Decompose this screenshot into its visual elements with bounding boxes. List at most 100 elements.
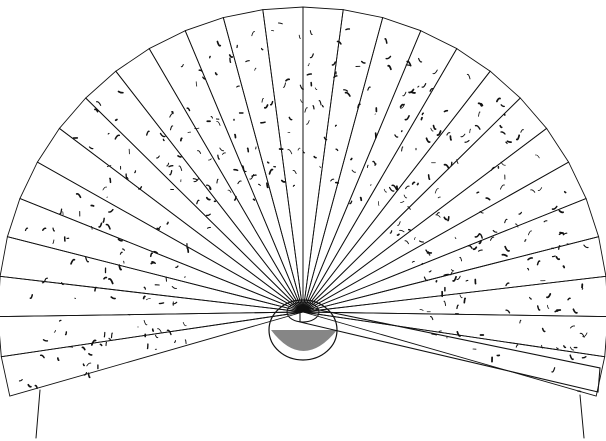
glyph-stroke <box>456 275 461 280</box>
glyph-stroke <box>536 305 541 311</box>
glyph-stroke <box>333 75 338 79</box>
glyph-stroke <box>466 73 471 80</box>
glyph-stroke <box>547 304 550 309</box>
glyph-stroke <box>416 182 419 186</box>
glyph-stroke <box>567 297 571 301</box>
glyph-stroke <box>407 228 412 232</box>
glyph-stroke <box>260 121 266 124</box>
glyph-stroke <box>335 148 339 152</box>
glyph-stroke <box>405 185 410 190</box>
glyph-stroke <box>485 197 491 201</box>
glyph-stroke <box>500 161 506 166</box>
glyph-stroke <box>110 332 113 339</box>
glyph-stroke <box>430 127 434 132</box>
glyph-stroke <box>429 87 434 92</box>
glyph-stroke <box>357 103 361 109</box>
glyph-stroke <box>432 69 438 75</box>
glyph-stroke <box>177 155 182 158</box>
glyph-stroke <box>169 113 174 118</box>
glyph-stroke <box>90 226 93 230</box>
glyph-stroke <box>216 121 221 126</box>
glyph-stroke <box>210 116 214 119</box>
glyph-stroke <box>388 186 395 192</box>
edge-stroke <box>35 389 41 439</box>
glyph-stroke <box>558 209 564 214</box>
glyph-stroke <box>271 30 275 32</box>
glyph-stroke <box>429 315 434 321</box>
glyph-stroke <box>254 67 257 71</box>
glyph-stroke <box>477 249 483 252</box>
glyph-stroke <box>103 276 108 280</box>
glyph-stroke <box>401 146 404 152</box>
glyph-stroke <box>420 116 424 121</box>
glyph-stroke <box>228 54 234 58</box>
glyph-stroke <box>404 115 410 121</box>
glyph-stroke <box>219 147 225 152</box>
glyph-stroke <box>400 200 405 203</box>
glyph-stroke <box>56 357 60 362</box>
glyph-stroke <box>306 73 313 76</box>
glyph-stroke <box>109 177 112 184</box>
glyph-stroke <box>342 89 349 92</box>
glyph-stroke <box>421 83 427 88</box>
glyph-stroke <box>500 131 506 135</box>
glyph-stroke <box>349 200 353 205</box>
glyph-stroke <box>555 256 561 261</box>
glyph-stroke <box>297 147 301 151</box>
glyph-stroke <box>62 211 64 216</box>
glyph-stroke <box>193 178 199 183</box>
glyph-stroke <box>42 339 49 342</box>
glyph-stroke <box>383 188 387 193</box>
glyph-stroke <box>45 277 49 280</box>
glyph-stroke <box>456 159 459 164</box>
glyph-stroke <box>107 132 110 135</box>
glyph-stroke <box>234 133 237 139</box>
glyph-stroke <box>149 252 153 258</box>
glyph-stroke <box>179 137 183 142</box>
glyph-stroke <box>399 229 405 233</box>
glyph-stroke <box>421 112 425 116</box>
glyph-stroke <box>411 181 416 185</box>
glyph-stroke <box>537 187 543 191</box>
glyph-stroke <box>489 236 495 241</box>
glyph-stroke <box>251 31 256 37</box>
glyph-stroke <box>443 300 447 307</box>
glyph-stroke <box>506 140 512 143</box>
glyph-stroke <box>558 245 561 250</box>
glyph-stroke <box>151 328 155 332</box>
glyph-stroke <box>186 247 190 253</box>
glyph-stroke <box>474 233 481 238</box>
glyph-stroke <box>166 162 170 167</box>
glyph-stroke <box>519 319 522 324</box>
glyph-stroke <box>428 251 431 256</box>
glyph-stroke <box>233 168 239 172</box>
glyph-stroke <box>543 220 548 223</box>
handle <box>268 299 338 361</box>
glyph-stroke <box>166 329 172 336</box>
glyph-stroke <box>331 61 336 66</box>
glyph-stroke <box>323 136 328 141</box>
glyph-stroke <box>292 184 296 187</box>
glyph-stroke <box>119 251 123 255</box>
glyph-stroke <box>143 286 147 290</box>
glyph-stroke <box>192 178 198 181</box>
glyph-stroke <box>527 257 534 261</box>
glyph-stroke <box>90 339 97 346</box>
glyph-stroke <box>318 100 322 106</box>
glyph-stroke <box>209 55 211 59</box>
glyph-stroke <box>214 72 218 76</box>
glyph-stroke <box>577 390 582 393</box>
glyph-stroke <box>443 216 448 221</box>
glyph-stroke <box>292 169 297 175</box>
glyph-stroke <box>245 60 250 63</box>
glyph-stroke <box>366 164 369 168</box>
glyph-stroke <box>569 354 574 361</box>
glyph-stroke <box>408 88 415 94</box>
glyph-stroke <box>581 287 584 290</box>
glyph-stroke <box>446 132 451 136</box>
glyph-stroke <box>86 362 92 367</box>
glyph-stroke <box>299 84 304 90</box>
glyph-stroke <box>559 231 565 235</box>
glyph-stroke <box>53 330 56 333</box>
glyph-stroke <box>60 282 64 286</box>
